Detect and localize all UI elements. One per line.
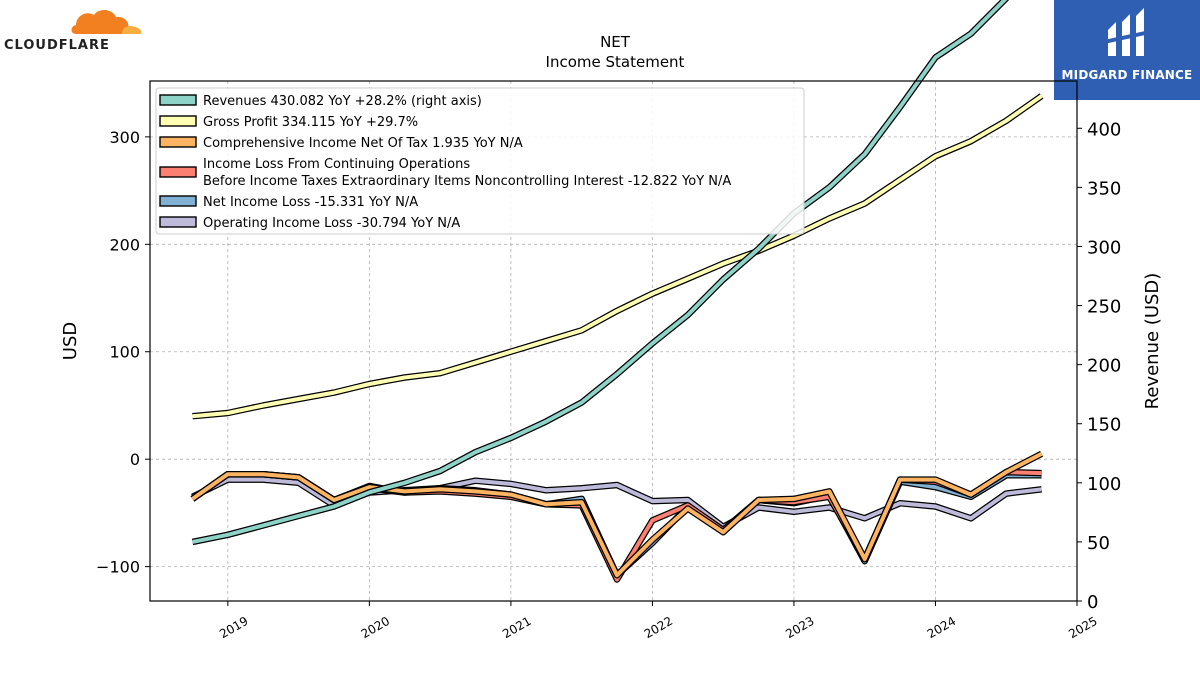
legend-entry: Operating Income Loss -30.794 YoY N/A bbox=[203, 216, 460, 231]
y2-tick-label: 0 bbox=[1087, 592, 1098, 613]
legend: Revenues 430.082 YoY +28.2% (right axis)… bbox=[155, 87, 805, 235]
legend-swatch bbox=[159, 216, 197, 228]
midgard-emblem-icon bbox=[1104, 8, 1150, 56]
series-comprehensive-income-net-of-tax-line bbox=[191, 452, 1043, 578]
y-tick-label: −100 bbox=[96, 558, 140, 577]
y2-tick-label: 100 bbox=[1087, 474, 1121, 495]
legend-entry: Revenues 430.082 YoY +28.2% (right axis) bbox=[203, 94, 482, 109]
series-revenues-line bbox=[192, 0, 1008, 544]
axes: 2019 2020 2021 2022 2023 2024 2025 −100 0 100 200 3… bbox=[96, 119, 1121, 641]
x-tick-label: 2022 bbox=[642, 614, 675, 641]
y2-tick-label: 250 bbox=[1087, 297, 1121, 318]
y2-axis-label: Revenue (USD) bbox=[1142, 273, 1163, 410]
x-tick-label: 2025 bbox=[1066, 614, 1099, 641]
y-tick-label: 200 bbox=[109, 235, 140, 254]
y-axis-label: USD bbox=[60, 322, 81, 360]
cloudflare-logo: CLOUDFLARE bbox=[4, 4, 144, 54]
y-tick-label: 300 bbox=[109, 128, 140, 147]
y2-tick-label: 300 bbox=[1087, 237, 1121, 258]
y2-tick-label: 50 bbox=[1087, 533, 1110, 554]
legend-box bbox=[155, 87, 805, 235]
legend-swatch bbox=[159, 166, 197, 178]
legend-entry-line1: Income Loss From Continuing Operations bbox=[203, 157, 470, 172]
x-tick-label: 2021 bbox=[500, 614, 533, 641]
legend-entry: Comprehensive Income Net Of Tax 1.935 Yo… bbox=[203, 136, 523, 151]
y2-tick-label: 350 bbox=[1087, 178, 1121, 199]
x-tick-label: 2020 bbox=[359, 614, 392, 641]
series-layer bbox=[190, 0, 1044, 583]
legend-swatch bbox=[159, 136, 197, 148]
series-gross-profit-line bbox=[192, 94, 1043, 419]
legend-entry-line2: Before Income Taxes Extraordinary Items … bbox=[203, 174, 731, 189]
x-tick-label: 2023 bbox=[783, 614, 816, 641]
chart-title: NET bbox=[600, 33, 631, 51]
legend-swatch bbox=[159, 94, 197, 106]
series-comprehensive-income-net-of-tax-outline bbox=[190, 450, 1044, 579]
legend-swatch bbox=[159, 195, 197, 207]
y2-tick-label: 200 bbox=[1087, 356, 1121, 377]
cloud-icon bbox=[71, 9, 142, 34]
midgard-wordmark: MIDGARD FINANCE bbox=[1061, 68, 1193, 82]
midgard-finance-logo: MIDGARD FINANCE bbox=[1054, 0, 1200, 100]
cloudflare-wordmark: CLOUDFLARE bbox=[4, 38, 110, 53]
legend-entry: Net Income Loss -15.331 YoY N/A bbox=[203, 195, 418, 210]
x-tick-label: 2019 bbox=[217, 614, 250, 641]
legend-swatch bbox=[159, 115, 197, 127]
y2-tick-label: 400 bbox=[1087, 119, 1121, 140]
x-tick-label: 2024 bbox=[925, 614, 958, 641]
legend-entry: Gross Profit 334.115 YoY +29.7% bbox=[203, 115, 418, 130]
y-tick-label: 0 bbox=[130, 450, 140, 469]
chart-subtitle: Income Statement bbox=[546, 53, 685, 71]
y2-tick-label: 150 bbox=[1087, 415, 1121, 436]
plot-frame bbox=[149, 80, 1078, 602]
y-tick-label: 100 bbox=[109, 343, 140, 362]
